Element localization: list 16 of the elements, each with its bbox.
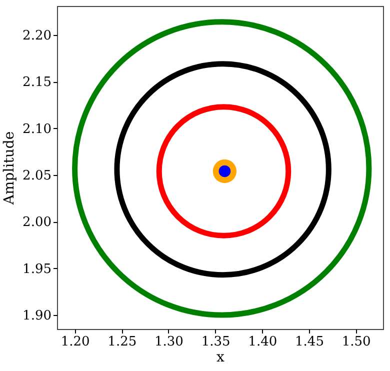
x-tick-label: 1.40 — [248, 334, 278, 350]
x-tick-label: 1.30 — [154, 334, 184, 350]
x-axis-title: x — [216, 350, 225, 366]
y-axis-title: Amplitude — [2, 131, 18, 206]
y-tick-label: 1.90 — [22, 308, 52, 324]
x-tick-label: 1.45 — [295, 334, 324, 350]
x-tick-label: 1.25 — [108, 334, 137, 350]
x-tick-label: 1.50 — [342, 334, 371, 350]
x-tick-label: 1.35 — [201, 334, 230, 350]
y-tick-label: 2.05 — [22, 168, 52, 184]
y-tick-label: 2.20 — [22, 28, 52, 44]
y-tick-label: 2.00 — [22, 215, 52, 230]
y-tick-label: 2.10 — [22, 122, 52, 137]
x-tick-label: 1.20 — [60, 334, 90, 350]
y-tick-label: 2.15 — [22, 75, 52, 90]
y-tick-label: 1.95 — [22, 262, 52, 277]
